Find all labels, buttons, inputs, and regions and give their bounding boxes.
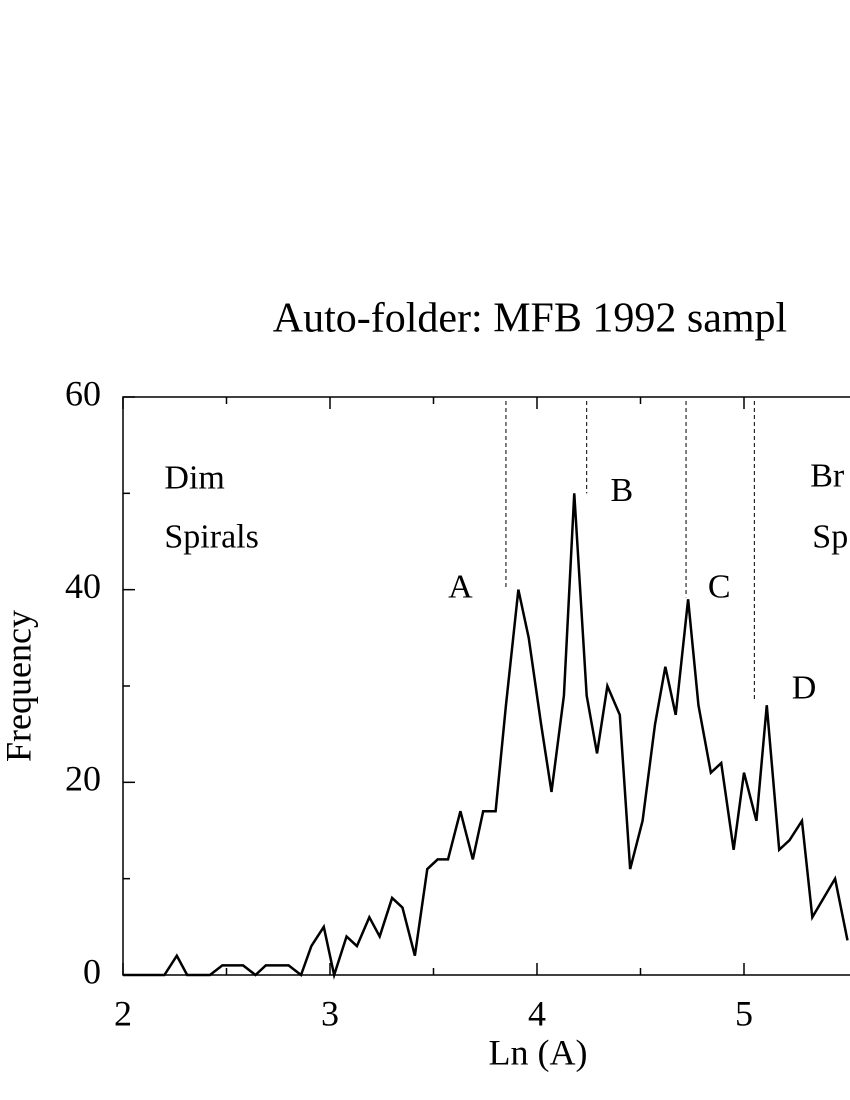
annotation: Br xyxy=(810,458,845,495)
y-tick-label: 0 xyxy=(83,951,101,991)
data-line xyxy=(123,493,849,980)
chart-title: Auto-folder: MFB 1992 sampl xyxy=(273,296,787,342)
y-tick-label: 60 xyxy=(65,373,101,413)
y-tick-label: 20 xyxy=(65,759,101,799)
marker-label: D xyxy=(792,670,817,707)
x-tick-label: 5 xyxy=(735,993,753,1033)
plot-frame xyxy=(122,396,850,976)
y-axis-label: Frequency xyxy=(0,610,38,762)
x-tick-label: 3 xyxy=(321,993,339,1033)
x-tick-label: 4 xyxy=(528,993,546,1033)
annotation: Spirals xyxy=(164,518,258,555)
annotation: Sp xyxy=(812,518,848,555)
x-axis-label: Ln (A) xyxy=(489,1032,588,1072)
marker-label: A xyxy=(448,568,473,605)
y-tick-label: 40 xyxy=(65,566,101,606)
marker-label: C xyxy=(708,568,731,605)
marker-label: B xyxy=(611,472,634,509)
annotation: Dim xyxy=(164,460,224,497)
x-tick-label: 2 xyxy=(114,993,132,1033)
